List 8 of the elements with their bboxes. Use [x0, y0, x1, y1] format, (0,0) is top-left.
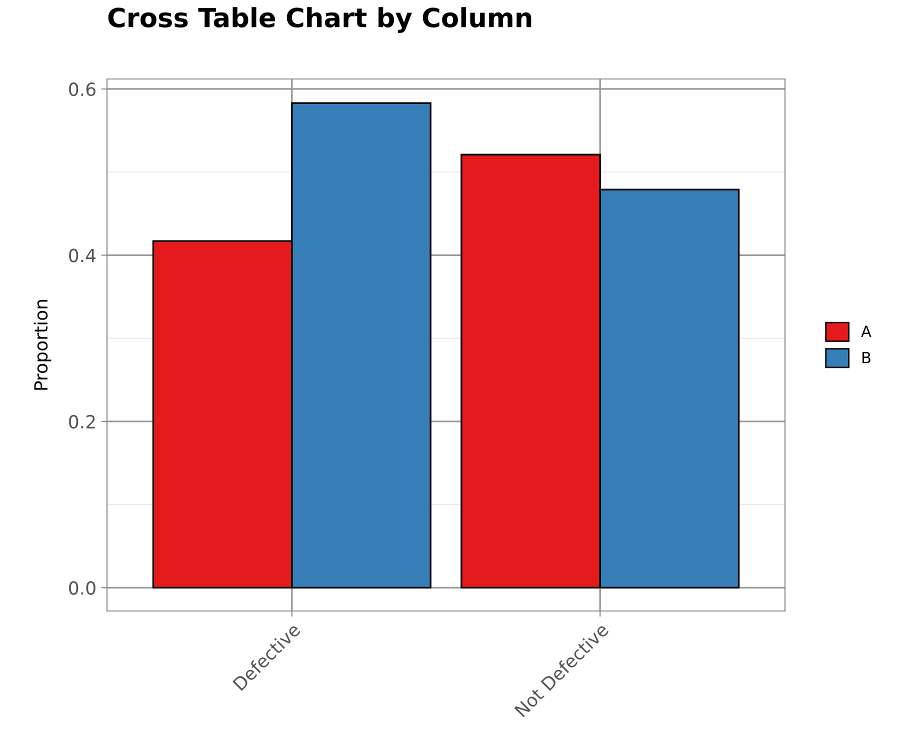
- legend-label: A: [861, 326, 872, 337]
- legend-label: B: [862, 352, 870, 364]
- y-tick-label: 0.0: [69, 581, 96, 595]
- y-tick-label: 0.4: [69, 248, 96, 262]
- y-axis-title: Proportion: [34, 300, 52, 390]
- chart-title: Cross Table Chart by Column: [108, 7, 532, 33]
- y-tick-label: 0.6: [69, 82, 96, 96]
- y-tick-label: 0.2: [69, 414, 95, 429]
